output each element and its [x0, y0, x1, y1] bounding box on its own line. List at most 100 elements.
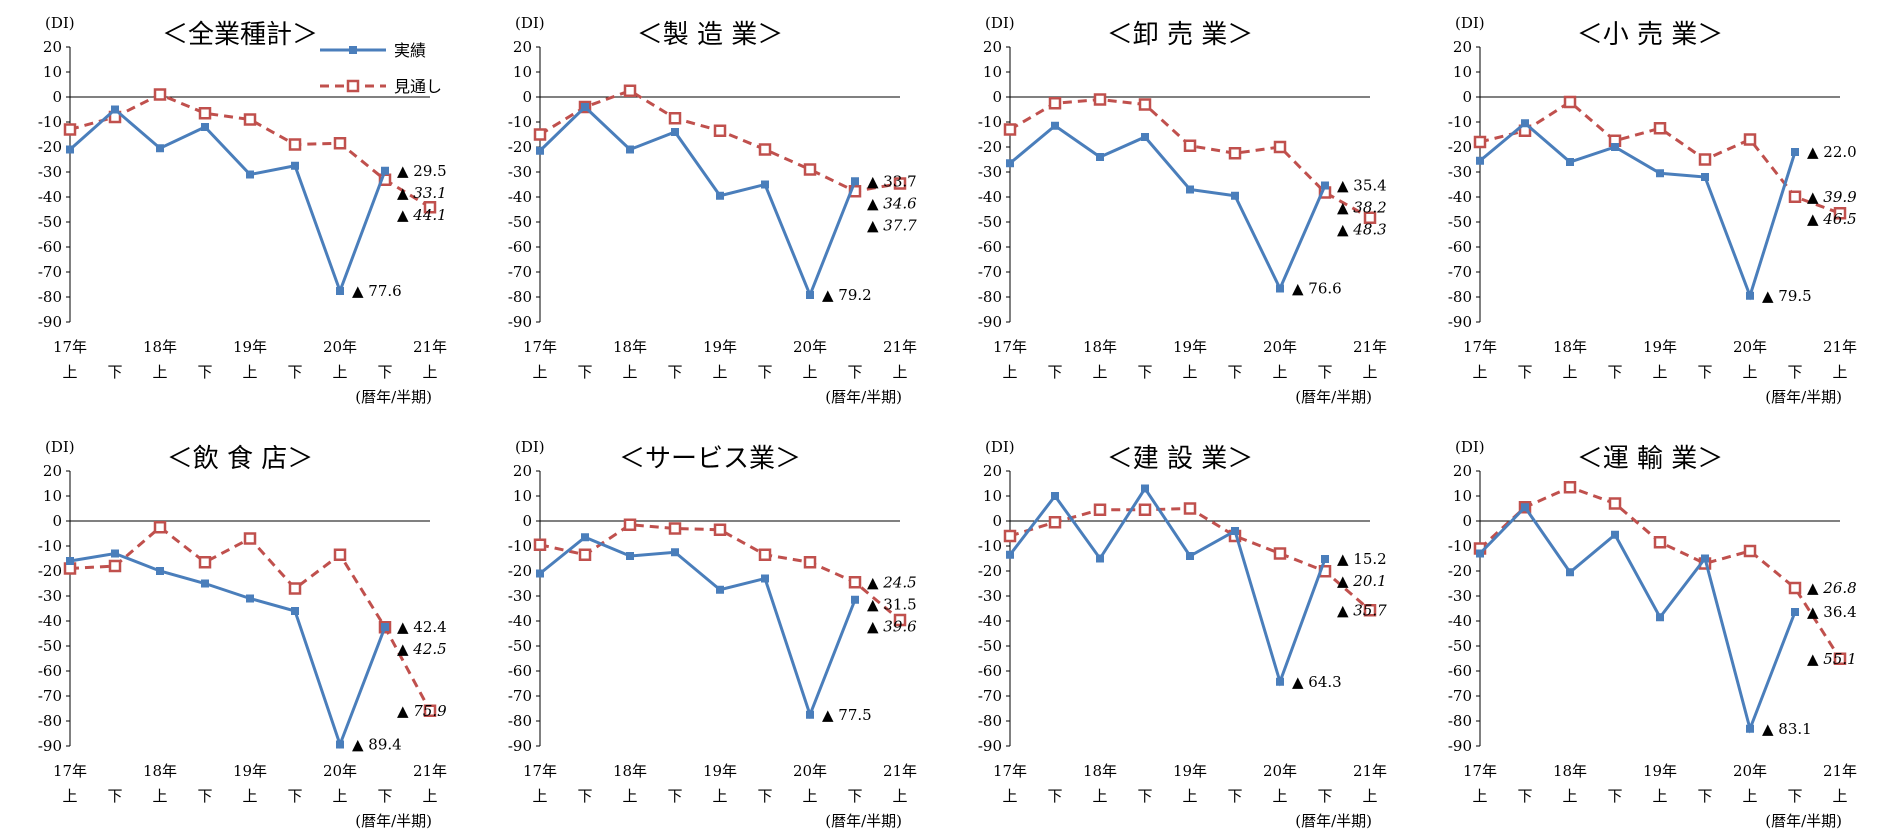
- x-half-label: 上: [1832, 363, 1847, 381]
- x-half-label: 上: [152, 787, 167, 805]
- x-half-label: 上: [532, 363, 547, 381]
- y-tick-label: -90: [508, 313, 532, 331]
- y-tick-label: -30: [508, 587, 532, 605]
- value-annotation: ▲ 26.8: [1807, 579, 1857, 597]
- x-half-label: 下: [197, 787, 212, 805]
- x-half-label: 上: [622, 787, 637, 805]
- value-annotation: ▲ 79.5: [1762, 287, 1812, 305]
- chart-panel: (DI) ＜建 設 業＞ 20 10 0 -10 -20 -30 -40 -50 -60 -70 -80…: [978, 438, 1387, 830]
- forecast-point: [423, 201, 437, 214]
- chart-title: ＜サービス業＞: [619, 444, 801, 474]
- y-tick-label: 20: [513, 38, 532, 56]
- x-half-label: 上: [1092, 363, 1107, 381]
- actual-point: [716, 585, 724, 594]
- x-half-label: 上: [622, 363, 637, 381]
- x-half-label: 上: [532, 787, 547, 805]
- x-half-label: 上: [712, 787, 727, 805]
- actual-point: [1521, 503, 1529, 512]
- y-tick-label: 0: [1462, 88, 1472, 106]
- x-half-label: 上: [242, 787, 257, 805]
- y-tick-label: 0: [522, 512, 532, 530]
- x-year-label: 20年: [323, 762, 357, 780]
- forecast-point: [1273, 140, 1287, 154]
- value-annotation: ▲ 37.7: [867, 216, 917, 234]
- y-tick-label: -80: [508, 288, 532, 306]
- x-half-label: 下: [847, 787, 862, 805]
- forecast-point: [848, 576, 862, 589]
- di-label: (DI): [985, 438, 1015, 456]
- y-tick-label: -10: [1448, 537, 1472, 555]
- value-annotation: ▲ 39.6: [867, 617, 917, 635]
- x-half-label: 上: [62, 787, 77, 805]
- forecast-point: [288, 138, 302, 151]
- x-half-label: 上: [1742, 363, 1757, 381]
- value-annotation: ▲ 20.1: [1337, 572, 1387, 590]
- y-tick-label: -80: [38, 712, 62, 730]
- period-label: (暦年/半期): [1765, 388, 1842, 406]
- x-half-label: 上: [1652, 363, 1667, 381]
- actual-point: [66, 145, 74, 154]
- forecast-point: [1653, 536, 1667, 549]
- forecast-point: [153, 521, 167, 534]
- value-annotation: ▲ 39.9: [1807, 188, 1857, 206]
- actual-point: [626, 552, 634, 560]
- x-half-label: 上: [1002, 363, 1017, 381]
- value-annotation: ▲ 29.5: [397, 162, 447, 180]
- forecast-point: [198, 107, 212, 120]
- forecast-line: [69, 92, 431, 209]
- actual-line: [69, 551, 387, 749]
- y-tick-label: -70: [1448, 687, 1472, 705]
- y-tick-label: 10: [513, 487, 532, 505]
- x-half-label: 上: [1182, 363, 1197, 381]
- y-tick-label: -60: [38, 662, 62, 680]
- actual-point: [1746, 724, 1754, 733]
- forecast-point: [893, 613, 907, 627]
- period-label: (暦年/半期): [825, 388, 902, 406]
- y-tick-label: -60: [1448, 662, 1472, 680]
- x-year-label: 20年: [1733, 338, 1767, 356]
- x-half-label: 上: [1472, 363, 1487, 381]
- forecast-point: [713, 523, 727, 536]
- x-half-label: 下: [1607, 787, 1622, 805]
- x-half-label: 上: [1272, 363, 1287, 381]
- actual-point: [806, 710, 814, 719]
- y-tick-label: -80: [508, 712, 532, 730]
- x-half-label: 上: [422, 787, 437, 805]
- actual-point: [1006, 550, 1014, 559]
- y-tick-label: 0: [992, 512, 1002, 530]
- x-year-label: 19年: [233, 762, 267, 780]
- legend-forecast-marker: [346, 79, 360, 93]
- actual-point: [1566, 158, 1574, 166]
- x-year-label: 17年: [993, 762, 1027, 780]
- y-tick-label: -50: [508, 213, 532, 231]
- y-tick-label: 0: [522, 88, 532, 106]
- y-tick-label: 0: [52, 512, 62, 530]
- x-half-label: 下: [1697, 787, 1712, 805]
- chart-panel: (DI) ＜小 売 業＞ 20 10 0 -10 -20 -30 -40 -50 -60 -70 -80…: [1448, 14, 1857, 406]
- y-tick-label: 10: [983, 487, 1002, 505]
- actual-point: [336, 287, 344, 295]
- x-half-label: 上: [1182, 787, 1197, 805]
- x-half-label: 上: [1092, 787, 1107, 805]
- actual-point: [1276, 677, 1284, 686]
- actual-point: [1141, 484, 1149, 493]
- y-tick-label: 10: [1453, 63, 1472, 81]
- y-tick-label: -20: [1448, 562, 1472, 580]
- chart-panel: (DI) ＜飲 食 店＞ 20 10 0 -10 -20 -30 -40 -50 -60 -70 -80…: [38, 438, 447, 830]
- forecast-point: [1563, 481, 1577, 494]
- di-label: (DI): [45, 438, 75, 456]
- x-year-label: 17年: [523, 762, 557, 780]
- chart-panel: (DI) ＜サービス業＞ 20 10 0 -10 -20 -30 -40 -50 -60 -70 -80…: [508, 438, 917, 830]
- y-tick-label: -50: [978, 637, 1002, 655]
- actual-point: [1611, 143, 1619, 151]
- forecast-point: [1833, 652, 1847, 665]
- y-tick-label: -90: [508, 737, 532, 755]
- y-tick-label: -70: [38, 687, 62, 705]
- y-tick-label: -40: [1448, 188, 1472, 206]
- y-tick-label: -50: [978, 213, 1002, 231]
- x-year-label: 20年: [1263, 762, 1297, 780]
- x-half-label: 下: [667, 363, 682, 381]
- forecast-point: [1003, 123, 1017, 136]
- forecast-line: [539, 523, 901, 622]
